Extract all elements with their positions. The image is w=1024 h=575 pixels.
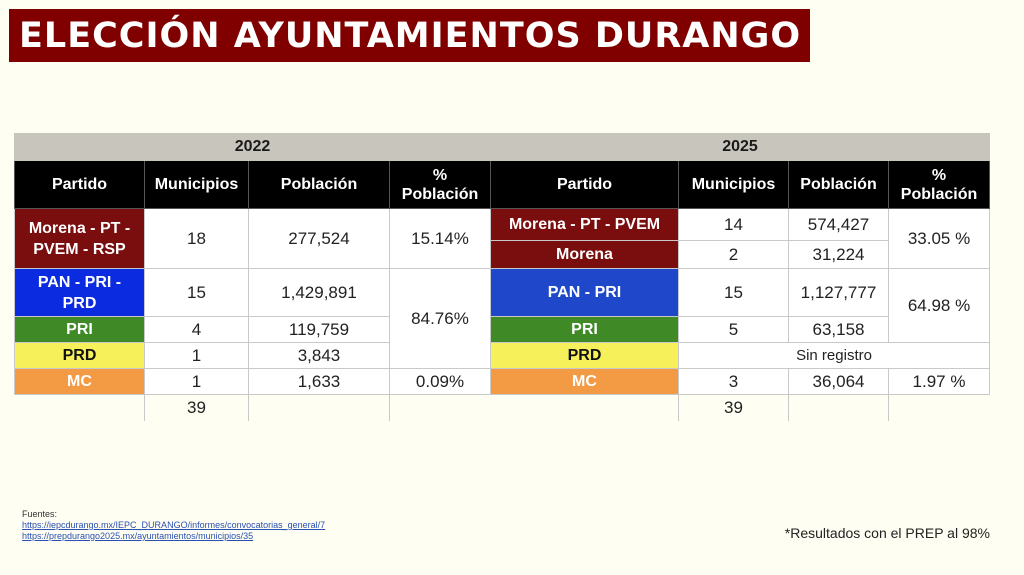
col-header-poblacion: Población (788, 160, 889, 209)
poblacion-cell: 1,127,777 (788, 268, 889, 317)
party-cell: PRI (490, 316, 679, 343)
table-row: PRI 4 119,759 (14, 316, 491, 343)
municipios-cell: 14 (678, 208, 789, 241)
col-header-partido: Partido (490, 160, 679, 209)
table-row: PRI 5 63,158 (490, 316, 990, 343)
municipios-cell: 2 (678, 240, 789, 269)
table-row: Morena 2 31,224 (490, 240, 990, 269)
table-row: PRD 1 3,843 (14, 342, 491, 369)
table-row: MC 1 1,633 0.09% (14, 368, 492, 395)
source-link-iepc[interactable]: https://iepcdurango.mx/IEPC_DURANGO/info… (22, 520, 326, 530)
table-row: Morena - PT - PVEM - RSP 18 277,524 15.1… (14, 208, 492, 269)
pct-group-cell: 84.76% (388, 268, 492, 369)
year-header-2025: 2025 (489, 133, 991, 161)
sin-registro-cell: Sin registro (677, 342, 991, 369)
pct-cell: 1.97 % (887, 368, 991, 395)
poblacion-cell: 277,524 (248, 208, 390, 269)
title-banner: ELECCIÓN AYUNTAMIENTOS DURANGO (9, 9, 810, 62)
col-header-pct: % Población (388, 160, 492, 209)
sources-label: Fuentes: (22, 509, 58, 519)
sources-block: Fuentes: https://iepcdurango.mx/IEPC_DUR… (22, 509, 325, 542)
poblacion-cell: 63,158 (788, 316, 889, 343)
party-cell: Morena (490, 240, 679, 269)
source-link-prep[interactable]: https://prepdurango2025.mx/ayuntamientos… (22, 531, 254, 541)
pct-cell: 0.09% (388, 368, 492, 395)
poblacion-cell: 36,064 (788, 368, 889, 395)
party-cell: MC (14, 368, 145, 395)
poblacion-cell: 1,429,891 (248, 268, 390, 317)
col-header-pct: % Población (887, 160, 991, 209)
municipios-cell: 1 (144, 368, 249, 395)
party-cell: PAN - PRI - PRD (14, 268, 145, 317)
party-cell: PAN - PRI (490, 268, 679, 317)
table-row: PAN - PRI - PRD 15 1,429,891 84.76% (14, 268, 492, 369)
party-cell: Morena - PT - PVEM - RSP (14, 208, 145, 269)
pct-pan-cell: 64.98 % (887, 268, 991, 343)
col-header-partido: Partido (14, 160, 145, 209)
poblacion-cell: 31,224 (788, 240, 889, 269)
total-municipios: 39 (144, 394, 249, 421)
table-row: PRD Sin registro (490, 342, 991, 369)
col-header-municipios: Municipios (144, 160, 249, 209)
total-municipios: 39 (678, 394, 789, 421)
page-title: ELECCIÓN AYUNTAMIENTOS DURANGO (19, 15, 802, 56)
municipios-cell: 4 (144, 316, 249, 343)
poblacion-cell: 1,633 (248, 368, 390, 395)
poblacion-cell: 3,843 (248, 342, 390, 369)
col-header-poblacion: Población (248, 160, 390, 209)
municipios-cell: 15 (144, 268, 249, 317)
municipios-cell: 18 (144, 208, 249, 269)
poblacion-cell: 574,427 (788, 208, 889, 241)
pct-morena-cell: 33.05 % (887, 208, 991, 269)
party-cell: MC (490, 368, 679, 395)
party-cell: Morena - PT - PVEM (490, 208, 679, 241)
party-cell: PRD (14, 342, 145, 369)
total-row: 39 (491, 394, 990, 421)
table-2025: 2025 Partido Municipios Población % Pobla… (489, 133, 991, 421)
col-header-municipios: Municipios (678, 160, 789, 209)
municipios-cell: 1 (144, 342, 249, 369)
footnote: *Resultados con el PREP al 98% (784, 525, 990, 541)
poblacion-cell: 119,759 (248, 316, 390, 343)
municipios-cell: 15 (678, 268, 789, 317)
table-row: PAN - PRI 15 1,127,777 64.98 % (490, 268, 991, 343)
party-cell: PRD (490, 342, 679, 369)
pct-cell: 15.14% (388, 208, 492, 269)
year-header-2022: 2022 (13, 133, 492, 161)
party-cell: PRI (14, 316, 145, 343)
municipios-cell: 5 (678, 316, 789, 343)
table-2022: 2022 Partido Municipios Población % Pobla… (13, 133, 492, 421)
municipios-cell: 3 (678, 368, 789, 395)
table-row: Morena - PT - PVEM 14 574,427 33.05 % (490, 208, 991, 269)
total-row: 39 (15, 394, 491, 421)
table-row: MC 3 36,064 1.97 % (490, 368, 991, 395)
